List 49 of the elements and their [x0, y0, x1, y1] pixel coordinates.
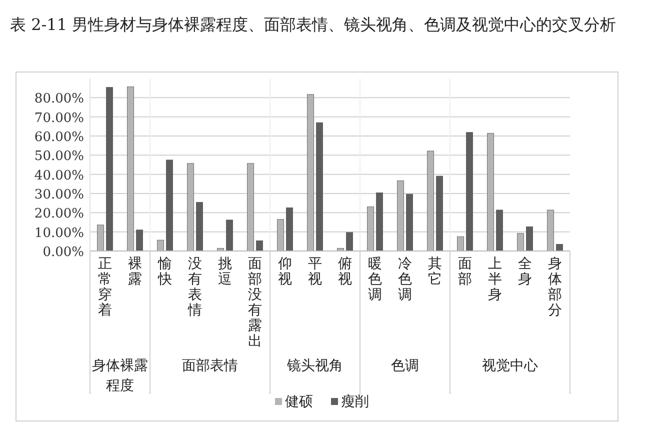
x-tick-label: 平视 [308, 256, 322, 288]
x-tick-label: 仰视 [278, 256, 292, 288]
x-tick-label: 挑逗 [218, 256, 232, 288]
bar [346, 232, 353, 252]
x-tick-label: 面部 [458, 256, 472, 288]
y-tick-label: 10.00% [34, 226, 84, 241]
bar [196, 202, 203, 252]
bar [526, 226, 533, 252]
bar [106, 87, 113, 252]
x-tick-label: 身体部分 [548, 256, 562, 318]
bar [496, 210, 503, 252]
x-tick-label: 暖色调 [368, 256, 382, 303]
bar [466, 132, 473, 252]
legend-label: 瘦削 [341, 394, 369, 410]
x-tick-label: 全身 [518, 256, 532, 288]
y-tick-label: 70.00% [34, 110, 84, 126]
y-tick-label: 0.00% [42, 245, 84, 260]
bar [166, 160, 173, 252]
y-tick-label: 40.00% [34, 168, 84, 184]
x-tick-label: 没有表情 [187, 256, 202, 318]
y-tick-label: 80.00% [34, 92, 84, 107]
x-axis-title: 视觉中心 [482, 358, 538, 374]
x-axis-title: 身体裸露程度 [92, 358, 148, 394]
bar [136, 230, 143, 252]
x-tick-label: 俯视 [338, 256, 352, 288]
bar [226, 220, 233, 252]
bar [406, 194, 413, 252]
y-tick-label: 50.00% [34, 149, 84, 164]
y-tick-label: 20.00% [34, 206, 84, 222]
bar [556, 244, 563, 252]
bar [436, 176, 443, 252]
x-tick-label: 冷色调 [398, 256, 412, 303]
x-axis-title: 面部表情 [182, 358, 238, 374]
x-axis-title: 镜头视角 [286, 358, 343, 374]
x-tick-label: 上半身 [488, 256, 502, 303]
y-tick-label: 30.00% [34, 188, 84, 202]
x-tick-label: 正常穿着 [98, 256, 112, 318]
legend-label: 健硕 [285, 394, 313, 410]
y-tick-label: 60.00% [34, 130, 84, 145]
x-tick-label: 面部没有露出 [248, 256, 262, 350]
x-axis-title: 色调 [391, 358, 419, 374]
bar [316, 122, 323, 252]
text: 表 2-11 男性身材与身体裸露程度、面部表情、镜头视角、色调及视觉中心的交叉分析 [10, 15, 616, 34]
bar [376, 192, 383, 252]
bar [286, 207, 293, 252]
x-tick-label: 愉快 [157, 256, 172, 288]
x-tick-label: 其它 [428, 256, 442, 288]
bar [256, 240, 263, 252]
x-tick-label: 裸露 [128, 256, 142, 288]
